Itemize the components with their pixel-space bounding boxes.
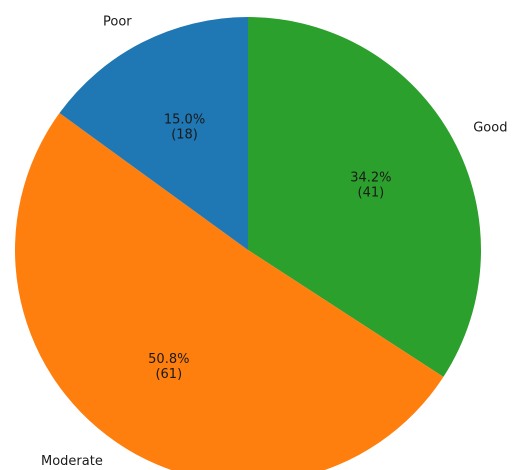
- slice-count-label-poor: (18): [171, 127, 198, 142]
- pie-slice-moderate: [15, 113, 444, 470]
- pie-slice-poor: [59, 17, 248, 250]
- pie-slice-good: [248, 17, 481, 377]
- slice-percent-label-moderate: 50.8%: [148, 352, 189, 367]
- slice-category-label-moderate: Moderate: [41, 454, 103, 469]
- slice-category-label-good: Good: [473, 121, 507, 136]
- slice-percent-label-good: 34.2%: [350, 170, 391, 185]
- slice-count-label-moderate: (61): [155, 367, 182, 382]
- slice-percent-label-poor: 15.0%: [164, 112, 205, 127]
- slice-count-label-good: (41): [358, 185, 385, 200]
- slice-category-label-poor: Poor: [103, 15, 132, 30]
